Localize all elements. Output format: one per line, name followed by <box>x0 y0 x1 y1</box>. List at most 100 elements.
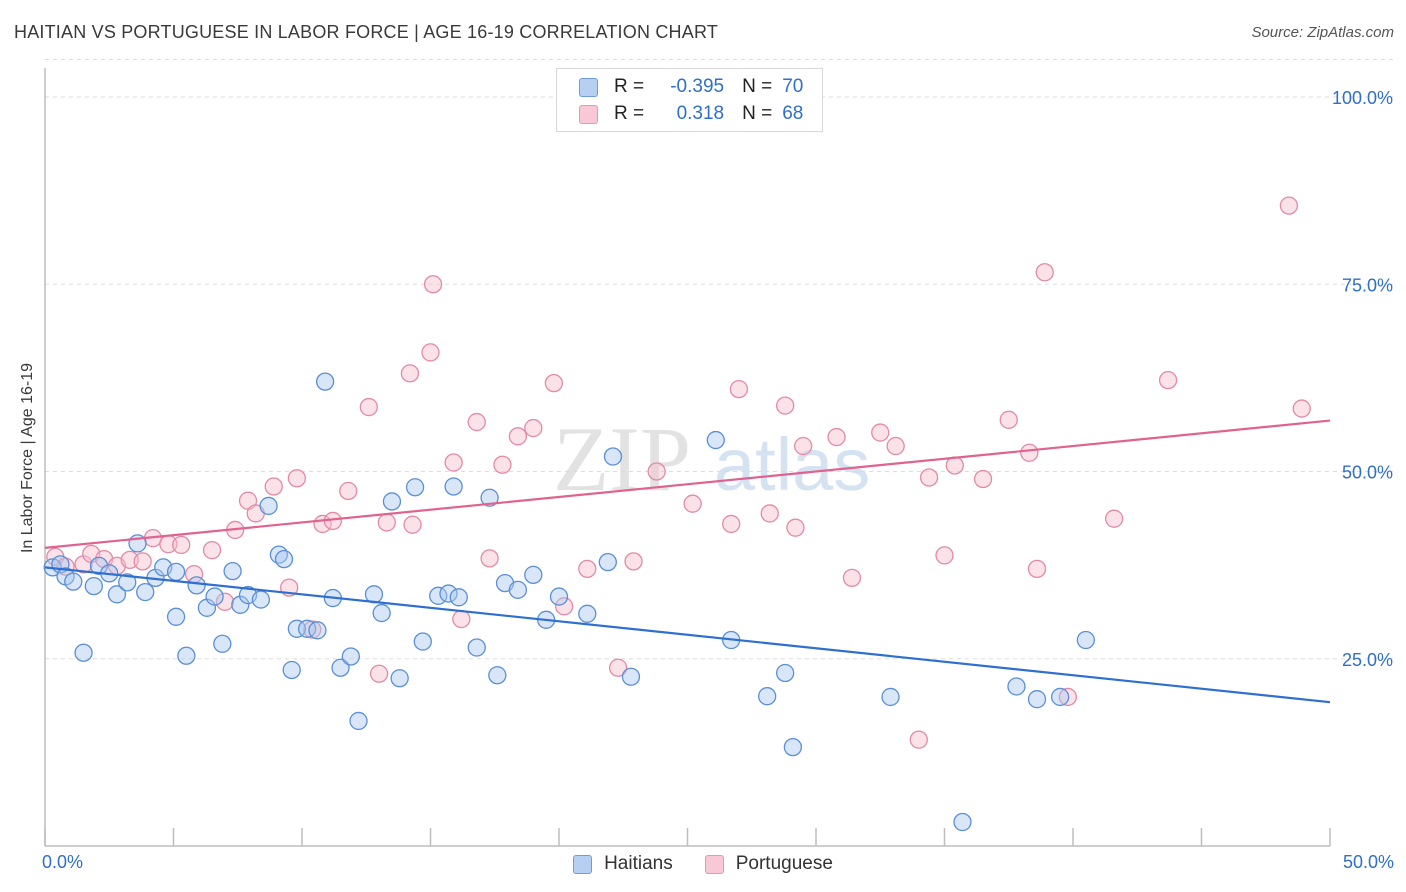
haitians-point <box>467 638 486 657</box>
haitians-point <box>508 580 528 599</box>
legend-label-portuguese: Portuguese <box>735 853 833 874</box>
legend-item-haitians[interactable]: Haitians <box>573 853 673 875</box>
y-tick-label: 75.0% <box>1342 275 1393 295</box>
portuguese-point <box>1104 509 1124 528</box>
portuguese-point <box>524 418 543 438</box>
haitians-point <box>84 576 103 596</box>
y-tick-label: 50.0% <box>1342 463 1393 483</box>
haitians-point <box>480 488 499 507</box>
portuguese-point <box>786 518 805 537</box>
haitians-point <box>449 588 468 607</box>
portuguese-point <box>1158 370 1178 390</box>
portuguese-point <box>303 620 322 639</box>
trend-lines <box>44 419 1331 704</box>
legend-n-value: 70 <box>782 76 804 97</box>
portuguese-point <box>827 427 846 447</box>
haitians-point <box>549 587 569 606</box>
haitians-trend-line <box>44 566 1331 704</box>
haitians-point <box>488 666 507 685</box>
portuguese-point <box>999 410 1018 429</box>
legend-n-label: N = <box>742 103 773 124</box>
portuguese-point <box>776 396 795 415</box>
legend-row-haitians: R = -0.395 N = 70 <box>579 76 803 98</box>
haitians-point <box>74 643 93 662</box>
haitians-point <box>439 584 458 603</box>
haitians-point <box>1076 630 1095 650</box>
haitians-point <box>287 619 307 638</box>
y-tick-label: 100.0% <box>1332 88 1393 108</box>
haitians-point <box>349 711 368 731</box>
haitians-point <box>621 667 641 686</box>
axes <box>44 68 1331 847</box>
haitians-point <box>177 646 196 665</box>
portuguese-point <box>264 477 283 496</box>
portuguese-point <box>722 514 741 534</box>
legend-n-label: N = <box>742 76 773 97</box>
haitians-point <box>881 687 900 707</box>
portuguese-point <box>760 504 779 523</box>
gridlines <box>45 59 1395 660</box>
portuguese-point <box>202 540 222 560</box>
haitians-point <box>118 573 137 592</box>
portuguese-point <box>647 462 666 481</box>
portuguese-point <box>172 535 191 555</box>
portuguese-point <box>377 513 396 532</box>
x-tick-label-min: 0.0% <box>42 852 84 872</box>
haitians-points <box>43 372 1095 832</box>
portuguese-point <box>1027 559 1047 579</box>
haitians-point <box>166 562 186 582</box>
watermark-atlas: atlas <box>714 423 870 506</box>
haitians-point <box>205 587 224 606</box>
legend-n-value: 68 <box>782 103 804 124</box>
legend-item-portuguese[interactable]: Portuguese <box>704 853 833 875</box>
portuguese-point <box>287 469 307 488</box>
haitians-point <box>187 576 206 595</box>
portuguese-point <box>369 664 389 683</box>
portuguese-point <box>444 453 463 472</box>
portuguese-point <box>480 549 499 568</box>
portuguese-point <box>842 568 862 588</box>
portuguese-point <box>508 427 528 446</box>
haitians-point <box>598 552 617 572</box>
portuguese-point <box>467 412 486 432</box>
portuguese-point <box>359 397 378 417</box>
legend-row-portuguese: R = 0.318 N = 68 <box>579 103 803 125</box>
portuguese-point <box>1020 443 1039 462</box>
haitians-point <box>776 663 795 683</box>
portuguese-point <box>945 456 964 475</box>
portuguese-legend-icon <box>704 854 724 874</box>
portuguese-point <box>909 730 928 749</box>
y-tick-labels: 25.0% 50.0% 75.0% 100.0% <box>1332 88 1393 670</box>
portuguese-point <box>973 469 993 489</box>
portuguese-point <box>935 546 954 565</box>
x-tick-label-max: 50.0% <box>1342 852 1394 872</box>
portuguese-point <box>624 552 643 571</box>
haitians-point <box>64 572 83 591</box>
portuguese-point <box>133 552 152 571</box>
zipatlas-watermark: ZIP atlas <box>553 408 870 510</box>
haitians-point <box>259 496 278 516</box>
portuguese-point <box>794 436 813 456</box>
haitians-point <box>783 737 803 757</box>
chart-title: HAITIAN VS PORTUGUESE IN LABOR FORCE | A… <box>14 22 719 42</box>
haitians-point <box>107 585 127 604</box>
series-legend: Haitians Portuguese <box>0 852 1406 876</box>
portuguese-point <box>554 597 574 616</box>
portuguese-point <box>1279 196 1299 215</box>
haitians-point <box>231 595 250 614</box>
haitians-point <box>413 632 432 651</box>
haitians-point <box>372 603 391 623</box>
portuguese-point <box>400 364 420 383</box>
haitians-point <box>382 492 402 511</box>
portuguese-point <box>608 658 628 677</box>
portuguese-point <box>1035 263 1054 282</box>
haitians-point <box>1007 677 1026 696</box>
correlation-legend: R = -0.395 N = 70 R = 0.318 N = 68 <box>556 68 823 132</box>
portuguese-point <box>452 609 471 629</box>
legend-r-label: R = <box>614 76 645 97</box>
portuguese-point <box>919 468 939 487</box>
portuguese-point <box>339 481 358 501</box>
haitians-point <box>136 582 155 602</box>
haitians-point <box>282 660 301 680</box>
